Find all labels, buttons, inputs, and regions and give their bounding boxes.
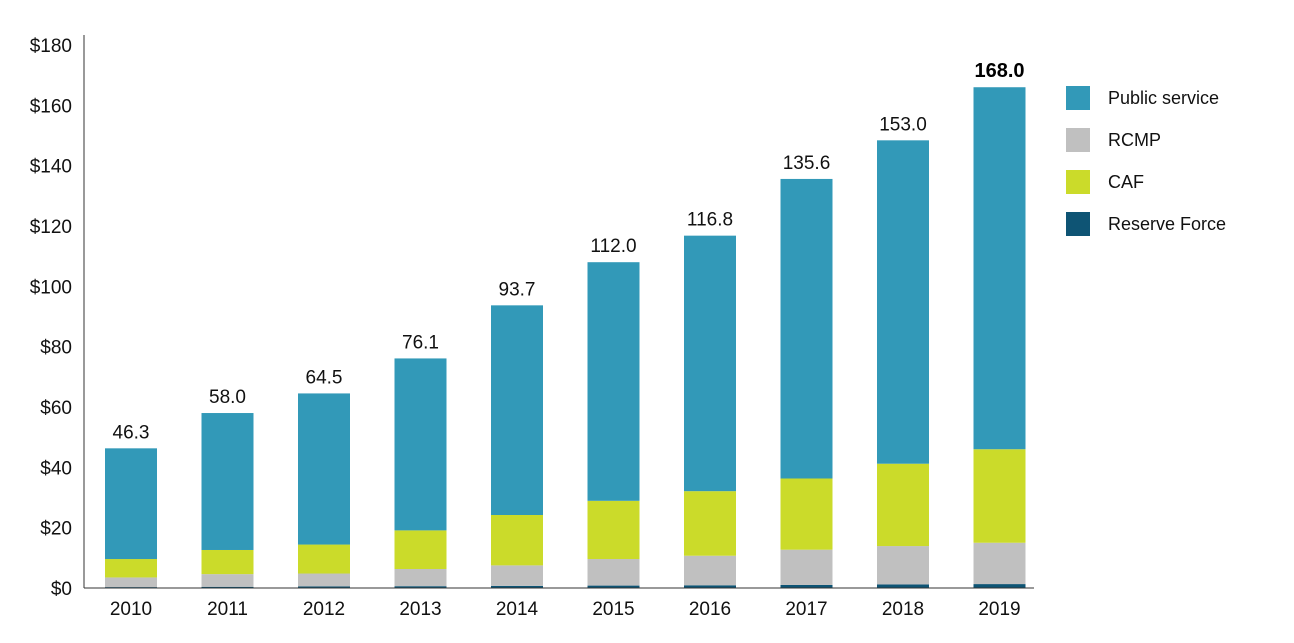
bar-public-service-2018	[877, 140, 929, 464]
x-tick-label-2016: 2016	[689, 599, 731, 620]
bar-rcmp-2015	[587, 559, 640, 586]
legend-swatch-caf	[1066, 170, 1090, 194]
legend-swatch-rcmp	[1066, 128, 1090, 152]
bar-public-service-2014	[491, 305, 543, 515]
x-tick-label-2015: 2015	[592, 599, 634, 620]
bar-reserve-force-2011	[201, 586, 254, 588]
y-tick-label-usd-20: $20	[40, 519, 72, 540]
bar-caf-2010	[105, 559, 157, 578]
legend: Public service RCMP CAF Reserve Force	[1066, 86, 1226, 236]
bar-public-service-2015	[587, 262, 640, 501]
bar-reserve-force-2019	[973, 584, 1026, 588]
bar-rcmp-2011	[201, 574, 254, 587]
bar-caf-2015	[587, 500, 640, 560]
bar-caf-2017	[780, 478, 833, 550]
x-tick-label-2019: 2019	[978, 599, 1020, 620]
bar-public-service-2016	[684, 235, 736, 492]
bar-caf-2012	[298, 544, 350, 574]
total-label-2011: 58.0	[209, 387, 246, 408]
legend-label-reserve-force: Reserve Force	[1108, 214, 1226, 234]
axis-layer: 2010 2011 2012 2013 2014 2015 2016 2017 2018 2019…	[30, 35, 1034, 620]
y-tick-label-usd-40: $40	[40, 458, 72, 479]
bar-public-service-2011	[201, 413, 254, 550]
bar-caf-2018	[877, 463, 929, 547]
legend-label-public-service: Public service	[1108, 88, 1219, 108]
total-label-2018: 153.0	[879, 114, 927, 135]
legend-label-rcmp: RCMP	[1108, 130, 1161, 150]
x-tick-label-2018: 2018	[882, 599, 924, 620]
y-tick-label-usd-120: $120	[30, 217, 72, 238]
x-tick-label-2012: 2012	[303, 599, 345, 620]
total-label-2016: 116.8	[687, 210, 733, 231]
bar-reserve-force-2017	[780, 584, 833, 588]
labels-layer: 46.3 58.0 64.5 76.1 93.7 112.0 116.8 135.6 153.0…	[113, 60, 1025, 443]
bar-rcmp-2019	[973, 542, 1026, 585]
bar-reserve-force-2012	[298, 586, 350, 588]
bar-rcmp-2014	[491, 565, 543, 586]
bar-public-service-2019	[973, 87, 1026, 450]
total-label-2010: 46.3	[113, 422, 150, 443]
y-tick-label-usd-0: $0	[51, 579, 72, 600]
legend-swatch-reserve-force	[1066, 212, 1090, 236]
x-tick-label-2013: 2013	[399, 599, 441, 620]
bar-caf-2019	[973, 449, 1026, 543]
bar-rcmp-2016	[684, 555, 736, 586]
bar-reserve-force-2015	[587, 585, 640, 588]
bar-reserve-force-2016	[684, 585, 736, 588]
total-label-2017: 135.6	[783, 153, 831, 174]
bar-public-service-2017	[780, 178, 833, 479]
y-tick-label-usd-140: $140	[30, 157, 72, 178]
bars-layer	[105, 87, 1026, 588]
bar-caf-2014	[491, 514, 543, 566]
bar-rcmp-2013	[394, 568, 447, 587]
total-label-2014: 93.7	[499, 279, 536, 300]
bar-caf-2013	[394, 530, 447, 569]
bar-reserve-force-2013	[394, 586, 447, 588]
y-tick-label-usd-60: $60	[40, 398, 72, 419]
bar-public-service-2012	[298, 393, 350, 545]
bar-rcmp-2010	[105, 577, 157, 588]
y-tick-label-usd-180: $180	[30, 36, 72, 57]
x-tick-label-2017: 2017	[785, 599, 827, 620]
bar-reserve-force-2014	[491, 585, 543, 588]
x-tick-label-2011: 2011	[207, 599, 248, 620]
total-label-2013: 76.1	[402, 332, 439, 353]
x-tick-label-2014: 2014	[496, 599, 539, 620]
bar-public-service-2013	[394, 358, 447, 531]
total-label-2012: 64.5	[306, 367, 343, 388]
y-tick-label-usd-80: $80	[40, 338, 72, 359]
y-tick-label-usd-100: $100	[30, 277, 72, 298]
x-tick-label-2010: 2010	[110, 599, 152, 620]
bar-public-service-2010	[105, 448, 157, 560]
bar-rcmp-2017	[780, 549, 833, 585]
legend-swatch-public-service	[1066, 86, 1090, 110]
bar-reserve-force-2018	[877, 584, 929, 588]
bar-rcmp-2012	[298, 573, 350, 587]
total-label-2019: 168.0	[974, 60, 1024, 82]
legend-label-caf: CAF	[1108, 172, 1144, 192]
bar-caf-2011	[201, 549, 254, 575]
y-tick-label-usd-160: $160	[30, 96, 72, 117]
total-label-2015: 112.0	[590, 236, 636, 257]
bar-rcmp-2018	[877, 546, 929, 585]
bar-caf-2016	[684, 491, 736, 556]
